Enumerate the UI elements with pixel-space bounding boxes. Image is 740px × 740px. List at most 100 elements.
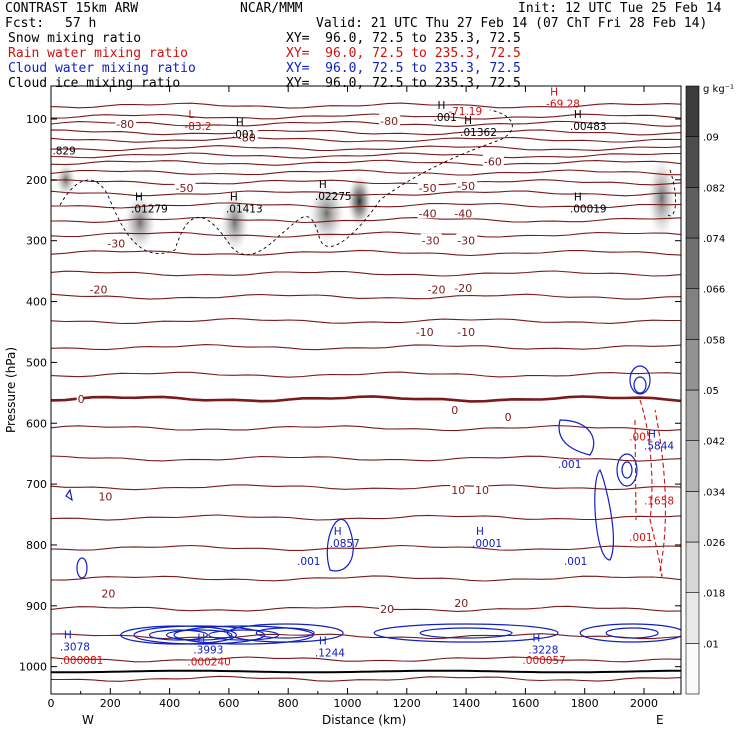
extremum-marker: H [236,117,244,129]
field-name-rain: Rain water mixing ratio [8,46,189,61]
temperature-label-bg [426,282,448,295]
temperature-label-bg [450,402,458,415]
x-tick-label: 1600 [511,697,539,710]
temperature-label-bg [379,113,401,126]
extremum-value: .00483 [570,121,607,133]
temperature-line [51,484,681,491]
temperature-line [51,202,681,209]
cloud-water-contour-inner-3 [255,627,315,639]
x-tick-label: 0 [48,697,55,710]
cloud-water-contour-inner-0 [148,629,209,641]
extremum-marker: H [437,100,445,112]
temperature-line [51,216,681,224]
x-tick-label: 1400 [452,697,480,710]
extremum-marker: H [135,191,143,203]
x-tick-label: 2000 [630,697,658,710]
colorbar-swatch [685,237,700,289]
ice-shade-blob-3 [347,175,372,228]
extremum-value: .001 [433,112,456,124]
temperature-label-bg [106,236,128,249]
ice-shade-blob-2 [308,183,345,244]
extremum-value: .000081 [60,655,103,667]
temperature-label-bg [456,178,478,191]
extremum-value: .5844 [644,441,674,453]
temperature-label: 0 [451,404,458,417]
field-xy-rain: XY= 96.0, 72.5 to 235.3, 72.5 [286,46,521,61]
extremum-value: -69.28 [546,99,580,111]
extremum-value: .829 [52,145,75,157]
x-axis-title: Distance (km) [322,713,406,727]
cloud-water-contour-w2 [76,557,88,579]
temperature-line [51,544,681,551]
temperature-label-bg [420,233,442,246]
temperature-label-bg [174,180,196,193]
extremum-marker: H [197,632,205,644]
temperature-label-bg [473,483,488,496]
cloud-water-contour-inner-5 [605,627,659,639]
temperature-line [51,395,681,403]
extremum-value: -83.2 [184,121,211,133]
temperature-line [51,179,681,186]
y-tick-label: 900 [26,600,47,613]
extremum-value: .01279 [131,203,168,215]
extremum-value: .3228 [528,644,558,656]
temperature-label: 10 [451,484,465,497]
temperature-line [51,675,681,682]
temperature-line [51,159,681,166]
temperature-line [51,152,681,159]
extremum-value: .1658 [644,495,674,507]
temperature-line [51,102,681,109]
y-tick-label: 700 [26,478,47,491]
extremum-value: .3993 [193,644,223,656]
temperature-label: -50 [419,182,437,195]
temperature-line [51,425,681,432]
extremum-value: -71.19 [448,106,482,118]
extremum-marker: H [550,87,558,99]
extremum-value: .0857 [330,538,360,550]
temperature-label: -30 [107,238,125,251]
temperature-line [51,249,681,257]
temperature-label: -30 [422,235,440,248]
temperature-label: -80 [380,115,398,128]
cloud-water-contour-0 [120,625,237,645]
temperature-label: -80 [238,131,256,144]
field-xy-snow: XY= 96.0, 72.5 to 235.3, 72.5 [286,31,521,46]
temperature-label: -20 [90,283,108,296]
y-tick-label: 200 [26,174,47,187]
temperature-label-bg [414,324,436,337]
temperature-label: -50 [176,182,194,195]
extremum-marker: H [476,526,484,538]
cloud-water-contour-mid [326,518,354,572]
temperature-label-bg [417,180,439,193]
temperature-line [51,129,681,136]
colorbar-swatch [685,541,700,593]
colorbar-swatch [685,288,700,340]
temperature-label: -40 [419,207,437,220]
temperature-label-bg [482,154,504,167]
y-tick-label: 300 [26,235,47,248]
temperature-line [51,371,681,378]
extremum-marker: H [574,191,582,203]
cloud-water-contour-3 [226,623,344,643]
colorbar-label: .09 [703,133,719,144]
extremum-value: .02275 [315,191,352,203]
temperature-label-bg [450,483,465,496]
extremum-value: .0001 [472,538,502,550]
temperature-line [51,113,681,120]
extremum-value: .00019 [570,203,607,215]
temperature-label: -20 [428,283,446,296]
field-xy-cloud-water: XY= 96.0, 72.5 to 235.3, 72.5 [286,61,521,76]
temperature-line [51,136,681,143]
extremum-marker: H [334,526,342,538]
x-tick-label: 1800 [571,697,599,710]
colorbar-swatch [685,440,700,492]
cloud-water-contour-inner-1 [166,629,233,641]
cloud-ice-outline-east [667,169,677,217]
temperature-label: 20 [101,588,115,601]
y-tick-label: 100 [26,113,47,126]
ground-line [51,669,681,674]
colorbar-swatch [685,389,700,441]
temperature-line [51,633,681,640]
org-label: NCAR/MMM [240,1,303,16]
